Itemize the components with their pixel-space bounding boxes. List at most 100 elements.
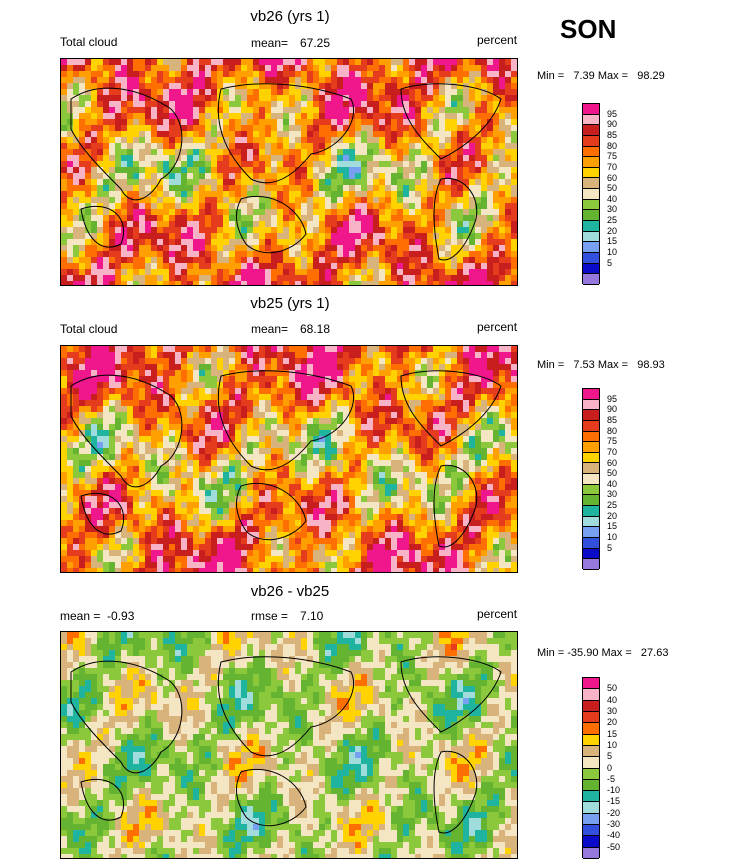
- colorbar-tick-label: 60: [607, 172, 618, 183]
- coastline: [80, 205, 125, 248]
- panel1-minmax: Min = 7.39 Max = 98.29: [537, 70, 665, 82]
- colorbar-tick-label: 10: [607, 247, 618, 258]
- colorbar-tick-label: 60: [607, 457, 618, 468]
- colorbar-tick-label: 20: [607, 510, 618, 521]
- colorbar-tick-label: 40: [607, 694, 618, 705]
- panel2-mean-label: mean=: [251, 322, 289, 336]
- colorbar-tick-label: 10: [607, 532, 618, 543]
- panel1-variable-label: Total cloud: [60, 35, 118, 49]
- colorbar-swatch: [583, 221, 599, 232]
- colorbar-tick-label: 15: [607, 521, 618, 532]
- colorbar-tick-label: 70: [607, 161, 618, 172]
- colorbar-tick-label: 5: [607, 751, 613, 762]
- colorbar-swatch: [583, 442, 599, 453]
- colorbar-swatch: [583, 527, 599, 538]
- panel3-rmse-label: rmse =: [251, 609, 289, 623]
- colorbar-swatch: [583, 757, 599, 769]
- colorbar-swatch: [583, 178, 599, 190]
- coastline: [400, 656, 502, 733]
- colorbar-swatch: [583, 506, 599, 517]
- panel3-rmse-value: 7.10: [300, 609, 324, 623]
- panel2-variable-label: Total cloud: [60, 322, 118, 336]
- colorbar-swatch: [583, 104, 599, 115]
- colorbar-tick-label: -50: [607, 841, 621, 852]
- coastline: [433, 464, 478, 548]
- colorbar-tick-label: 5: [607, 542, 613, 553]
- coastline: [433, 177, 478, 261]
- panel2-minmax: Min = 7.53 Max = 98.93: [537, 359, 665, 371]
- colorbar-swatch: [583, 463, 599, 475]
- colorbar-tick-label: 15: [607, 236, 618, 247]
- colorbar-swatch: [583, 548, 599, 560]
- field-raster: [61, 346, 517, 572]
- colorbar-swatch: [583, 399, 599, 411]
- colorbar-tick-label: 20: [607, 225, 618, 236]
- panel1-mean-label: mean=: [251, 36, 289, 50]
- colorbar-swatch: [583, 474, 599, 485]
- colorbar-tick-label: -30: [607, 819, 621, 830]
- coastline: [433, 750, 478, 834]
- panel3-units: percent: [477, 607, 518, 621]
- colorbar-swatch: [583, 700, 599, 712]
- colorbar-tick-label: -10: [607, 785, 621, 796]
- colorbar-tick-label: 85: [607, 129, 618, 140]
- colorbar-tick-label: 30: [607, 204, 618, 215]
- colorbar-swatch: [583, 114, 599, 126]
- panel2-colorbar: [582, 388, 600, 570]
- panel1-colorbar: [582, 103, 600, 285]
- colorbar-swatch: [583, 125, 599, 136]
- colorbar-swatch: [583, 678, 599, 690]
- colorbar-tick-label: 25: [607, 215, 618, 226]
- colorbar-tick-label: 50: [607, 683, 618, 694]
- colorbar-tick-label: 50: [607, 468, 618, 479]
- field-raster: [61, 59, 517, 285]
- coastline: [70, 660, 183, 774]
- panel1-title: vb26 (yrs 1): [250, 8, 330, 25]
- colorbar-tick-label: 75: [607, 151, 618, 162]
- colorbar-swatch: [583, 157, 599, 168]
- colorbar-swatch: [583, 431, 599, 443]
- colorbar-swatch: [583, 231, 599, 243]
- coastline: [235, 195, 307, 254]
- colorbar-tick-label: 10: [607, 739, 618, 750]
- colorbar-swatch: [583, 768, 599, 780]
- coastline: [400, 370, 502, 447]
- colorbar-tick-label: 25: [607, 500, 618, 511]
- coastline: [235, 482, 307, 541]
- colorbar-swatch: [583, 537, 599, 549]
- coastline: [400, 83, 502, 160]
- colorbar-swatch: [583, 689, 599, 701]
- colorbar-swatch: [583, 495, 599, 507]
- colorbar-swatch: [583, 389, 599, 400]
- colorbar-tick-label: 85: [607, 414, 618, 425]
- colorbar-swatch: [583, 167, 599, 179]
- colorbar-tick-label: 20: [607, 717, 618, 728]
- panel3-minmax: Min = -35.90 Max = 27.63: [537, 647, 669, 659]
- colorbar-swatch: [583, 420, 599, 432]
- colorbar-tick-label: -40: [607, 830, 621, 841]
- colorbar-swatch: [583, 791, 599, 803]
- coastline: [80, 492, 125, 535]
- coastline: [217, 370, 355, 471]
- colorbar-tick-label: 90: [607, 404, 618, 415]
- panel3-colorbar: [582, 677, 600, 859]
- colorbar-tick-label: 15: [607, 728, 618, 739]
- panel2-mean-value: 68.18: [300, 322, 331, 336]
- colorbar-swatch: [583, 734, 599, 746]
- colorbar-tick-label: -5: [607, 773, 616, 784]
- colorbar-tick-label: 70: [607, 446, 618, 457]
- colorbar-swatch: [583, 723, 599, 735]
- colorbar-swatch: [583, 711, 599, 724]
- colorbar-tick-label: -20: [607, 807, 621, 818]
- panel1-map: [60, 58, 518, 286]
- colorbar-tick-label: 40: [607, 193, 618, 204]
- colorbar-swatch: [583, 242, 599, 253]
- colorbar-swatch: [583, 452, 599, 464]
- coastline: [235, 768, 307, 827]
- colorbar-tick-label: 75: [607, 436, 618, 447]
- colorbar-swatch: [583, 779, 599, 792]
- coastline: [70, 374, 183, 488]
- colorbar-swatch: [583, 146, 599, 158]
- panel3-map: [60, 631, 518, 859]
- coastline: [70, 87, 183, 201]
